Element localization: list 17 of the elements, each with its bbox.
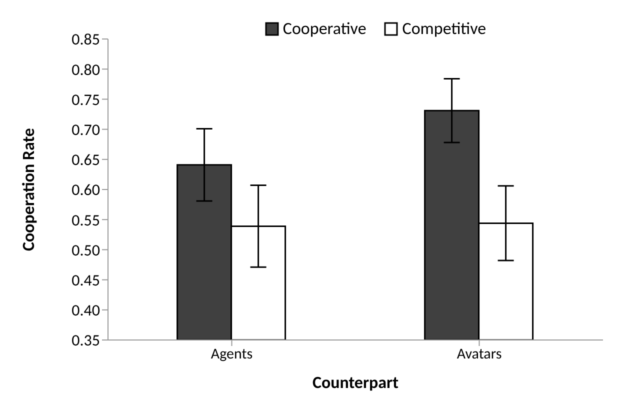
y-tick-label: 0.60: [72, 181, 100, 200]
x-axis-title: Counterpart: [312, 372, 399, 393]
y-tick-label: 0.55: [72, 211, 100, 230]
x-tick-label: Avatars: [456, 346, 502, 364]
y-tick-label: 0.70: [72, 120, 100, 140]
legend-label: Cooperative: [282, 18, 366, 39]
y-tick-label: 0.50: [72, 241, 100, 260]
legend-label: Competitive: [402, 18, 486, 39]
y-tick-label: 0.35: [72, 332, 100, 351]
y-tick-label: 0.75: [72, 90, 100, 110]
y-tick-label: 0.65: [72, 151, 100, 170]
y-tick-label: 0.45: [72, 271, 100, 290]
x-tick-label: Agents: [210, 346, 253, 364]
y-tick-label: 0.85: [72, 30, 100, 50]
y-tick-label: 0.80: [72, 60, 100, 80]
y-axis-title: Cooperation Rate: [18, 128, 40, 251]
y-tick-label: 0.40: [72, 302, 100, 321]
